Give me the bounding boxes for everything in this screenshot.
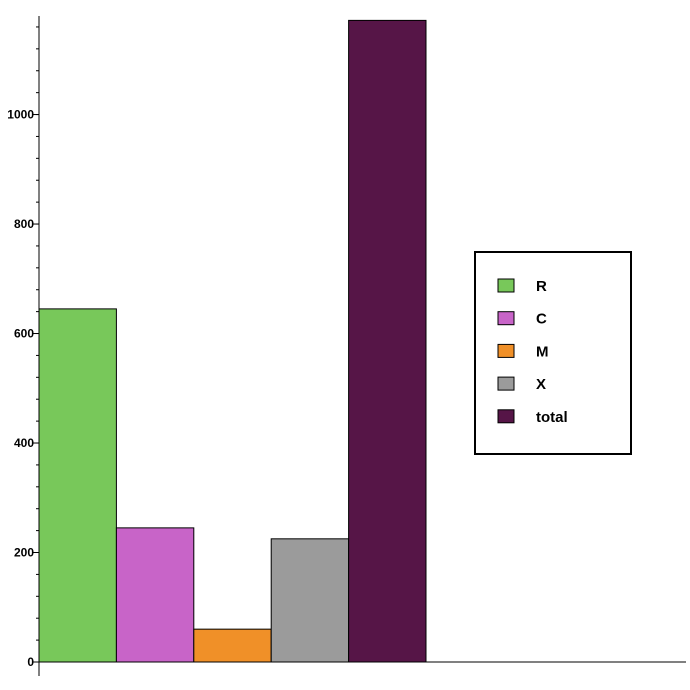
legend-label-x: X (536, 376, 546, 393)
y-tick-label: 0 (27, 655, 34, 669)
y-tick-label: 200 (14, 546, 34, 560)
y-ticks-group: 0 200 400 600 800 1000 (7, 26, 39, 669)
bar-m (193, 628, 272, 663)
bar-c (115, 527, 195, 663)
legend-label-c: C (536, 311, 547, 328)
legend-swatch-r (497, 278, 515, 293)
y-tick-label: 600 (14, 327, 34, 341)
legend-swatch-m (497, 343, 515, 358)
bar-r (38, 308, 117, 663)
y-tick-label: 400 (14, 436, 34, 450)
legend-label-m: M (536, 343, 549, 360)
legend-swatch-total (497, 409, 515, 424)
axes-group: 0 200 400 600 800 1000 (7, 16, 686, 676)
legend-label-total: total (536, 409, 568, 426)
y-tick-label: 1000 (7, 108, 34, 122)
bar-x (270, 538, 350, 663)
legend-label-r: R (536, 278, 547, 295)
legend-swatch-x (497, 376, 515, 391)
bar-total (348, 19, 427, 663)
y-tick-label: 800 (14, 217, 34, 231)
bars-group (38, 19, 427, 663)
legend-swatch-c (497, 311, 515, 326)
